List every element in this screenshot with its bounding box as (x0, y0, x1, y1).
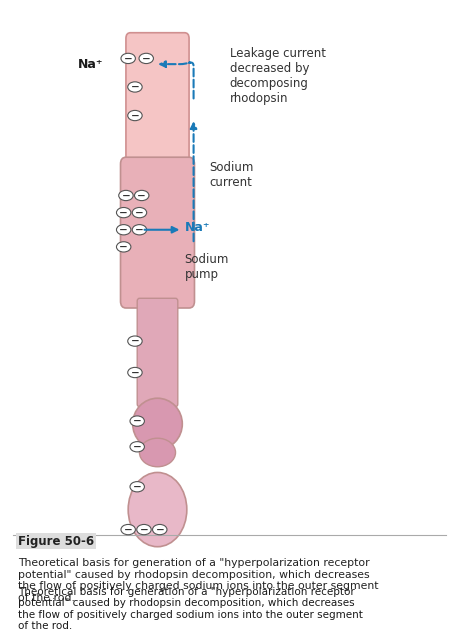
Text: −: − (137, 190, 146, 200)
Ellipse shape (117, 224, 131, 235)
Ellipse shape (128, 82, 142, 92)
Text: −: − (131, 82, 139, 92)
Text: Figure 50-6: Figure 50-6 (18, 534, 94, 548)
Ellipse shape (132, 207, 146, 217)
Text: −: − (131, 368, 139, 377)
Ellipse shape (128, 367, 142, 378)
Text: −: − (124, 524, 132, 534)
Ellipse shape (128, 110, 142, 120)
Text: Theoretical basis for generation of a "hyperpolarization receptor
potential" cau: Theoretical basis for generation of a "h… (18, 586, 363, 631)
Text: −: − (135, 207, 144, 217)
Ellipse shape (132, 224, 146, 235)
Ellipse shape (137, 524, 151, 534)
Text: Sodium
current: Sodium current (209, 162, 254, 190)
Ellipse shape (134, 190, 149, 200)
Ellipse shape (130, 482, 145, 492)
Ellipse shape (139, 438, 176, 467)
Text: −: − (124, 53, 132, 63)
Text: −: − (119, 224, 128, 235)
Text: Leakage current
decreased by
decomposing
rhodopsin: Leakage current decreased by decomposing… (230, 46, 326, 105)
FancyBboxPatch shape (137, 298, 178, 407)
Text: −: − (139, 524, 148, 534)
Text: −: − (119, 242, 128, 252)
Ellipse shape (121, 524, 135, 534)
Ellipse shape (128, 336, 142, 346)
Text: −: − (131, 110, 139, 120)
Text: −: − (133, 482, 142, 492)
Ellipse shape (153, 524, 167, 534)
Text: −: − (135, 224, 144, 235)
Ellipse shape (117, 207, 131, 217)
Ellipse shape (121, 53, 135, 63)
Ellipse shape (130, 442, 145, 452)
Ellipse shape (139, 53, 154, 63)
Text: −: − (142, 53, 151, 63)
Text: Theoretical basis for generation of a "hyperpolarization receptor
potential" cau: Theoretical basis for generation of a "h… (18, 558, 378, 603)
Ellipse shape (128, 472, 187, 547)
Text: −: − (133, 442, 142, 452)
Text: −: − (119, 207, 128, 217)
Text: −: − (133, 416, 142, 426)
Text: Sodium
pump: Sodium pump (184, 252, 229, 281)
Ellipse shape (119, 190, 133, 200)
FancyBboxPatch shape (121, 157, 195, 308)
FancyBboxPatch shape (126, 33, 189, 170)
Text: −: − (155, 524, 164, 534)
Text: Na⁺: Na⁺ (184, 221, 210, 234)
Text: −: − (131, 336, 139, 346)
Text: −: − (122, 190, 130, 200)
Ellipse shape (133, 398, 183, 450)
Ellipse shape (130, 416, 145, 426)
Text: Na⁺: Na⁺ (78, 58, 103, 70)
Ellipse shape (117, 242, 131, 252)
